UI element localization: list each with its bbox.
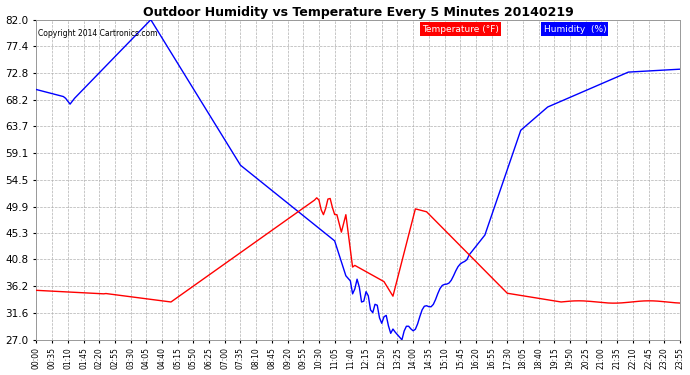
Title: Outdoor Humidity vs Temperature Every 5 Minutes 20140219: Outdoor Humidity vs Temperature Every 5 … [143, 6, 573, 18]
Text: Temperature (°F): Temperature (°F) [422, 24, 500, 33]
Text: Humidity  (%): Humidity (%) [544, 24, 606, 33]
Text: Copyright 2014 Cartronics.com: Copyright 2014 Cartronics.com [38, 29, 157, 38]
